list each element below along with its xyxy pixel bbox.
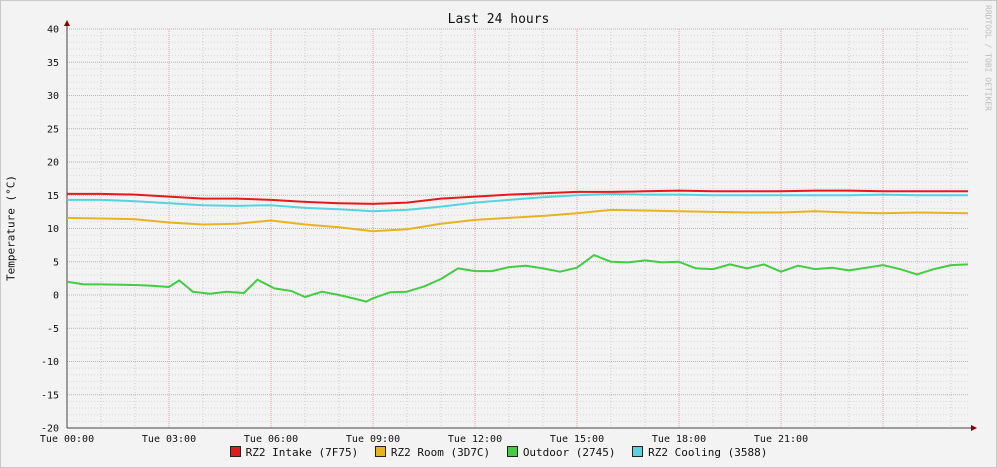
axes	[64, 20, 977, 431]
y-tick-label: 20	[47, 158, 59, 169]
x-axis-arrow	[971, 425, 977, 431]
series-line-3	[67, 192, 968, 213]
legend-swatch-cooling	[632, 446, 644, 457]
y-tick-label: -10	[41, 357, 59, 368]
x-tick-label: Tue 06:00	[244, 434, 298, 445]
legend-label-cooling: RZ2 Cooling (3588)	[648, 446, 768, 459]
y-tick-label: 40	[47, 25, 59, 36]
series-lines	[66, 189, 969, 303]
series-line-1	[66, 208, 969, 233]
x-tick-label: Tue 09:00	[346, 434, 400, 445]
legend-item-outdoor: Outdoor (2745)	[506, 446, 616, 459]
legend-swatch-room	[374, 446, 386, 457]
y-tick-label: 5	[53, 257, 59, 268]
y-tick-label: -15	[41, 390, 59, 401]
y-tick-label: 10	[47, 224, 59, 235]
series-line-0	[67, 189, 968, 205]
y-tick-label: 30	[47, 91, 59, 102]
legend-item-intake: RZ2 Intake (7F75)	[229, 446, 359, 459]
x-tick-label: Tue 00:00	[40, 434, 94, 445]
y-tick-label: 0	[53, 291, 59, 302]
y-tick-label: 15	[47, 191, 59, 202]
legend-label-intake: RZ2 Intake (7F75)	[245, 446, 359, 459]
x-tick-label: Tue 03:00	[142, 434, 196, 445]
y-tick-labels: 40 35 30 25 20 15 10 5 0 -5 -10 -15 -20	[41, 25, 59, 435]
x-tick-label: Tue 15:00	[550, 434, 604, 445]
legend-swatch-outdoor	[506, 446, 518, 457]
legend-swatch-intake	[229, 446, 241, 457]
x-tick-label: Tue 12:00	[448, 434, 502, 445]
legend: RZ2 Intake (7F75) RZ2 Room (3D7C) Outdoo…	[0, 446, 997, 459]
y-tick-label: -20	[41, 424, 59, 435]
x-tick-label: Tue 21:00	[754, 434, 808, 445]
legend-label-room: RZ2 Room (3D7C)	[390, 446, 491, 459]
y-tick-label: -5	[47, 324, 59, 335]
y-tick-label: 35	[47, 58, 59, 69]
series-line-2	[66, 254, 969, 303]
chart-title: Last 24 hours	[447, 12, 550, 27]
grid-lines	[66, 28, 968, 429]
legend-item-room: RZ2 Room (3D7C)	[374, 446, 491, 459]
y-tick-label: 25	[47, 124, 59, 135]
x-tick-label: Tue 18:00	[652, 434, 706, 445]
legend-label-outdoor: Outdoor (2745)	[522, 446, 616, 459]
x-tick-labels: Tue 00:00 Tue 03:00 Tue 06:00 Tue 09:00 Tue …	[40, 434, 808, 445]
y-axis-arrow	[64, 20, 70, 26]
legend-item-cooling: RZ2 Cooling (3588)	[632, 446, 767, 459]
